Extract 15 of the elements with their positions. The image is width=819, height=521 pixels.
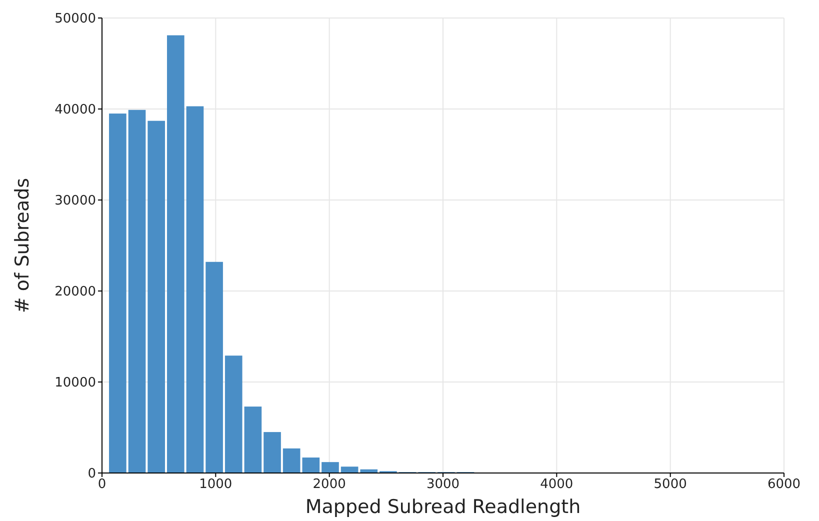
y-tick-label: 30000 (54, 194, 96, 209)
y-tick-label: 20000 (54, 284, 96, 300)
x-tick-label: 4000 (540, 477, 574, 492)
x-tick-label: 6000 (767, 477, 801, 492)
x-tick-label: 0 (98, 477, 106, 492)
y-axis-title: # of Subreads (12, 178, 34, 314)
x-tick-label: 3000 (426, 477, 460, 492)
y-tick-label: 10000 (54, 376, 96, 391)
x-tick-label: 5000 (654, 477, 687, 492)
y-tick-label: 0 (88, 466, 96, 482)
y-tick-label: 40000 (54, 102, 96, 118)
y-tick-label: 50000 (54, 12, 96, 27)
x-axis-title: Mapped Subread Readlength (305, 496, 581, 518)
x-tick-label: 2000 (312, 477, 346, 492)
x-tick-label: 1000 (199, 477, 232, 492)
